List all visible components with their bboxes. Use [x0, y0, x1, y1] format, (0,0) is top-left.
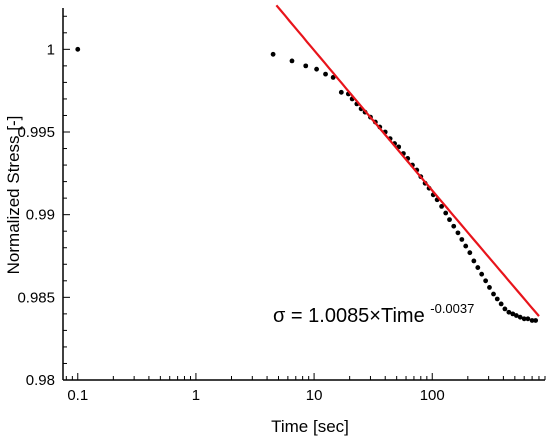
data-point [471, 258, 477, 264]
x-tick-label: 100 [420, 387, 445, 404]
data-point [498, 301, 504, 307]
fit-line [275, 4, 540, 317]
y-tick-label: 0.995 [17, 124, 55, 141]
data-point [529, 318, 535, 323]
y-tick-label: 0.99 [26, 207, 55, 224]
axes [62, 8, 545, 381]
data-point [521, 316, 527, 322]
x-ticks: 0.1 1 10 100 [65, 373, 546, 404]
data-point [533, 318, 539, 323]
data-point [270, 51, 276, 57]
data-point [510, 311, 516, 317]
data-point [447, 217, 452, 223]
data-point [463, 243, 469, 249]
data-point [303, 63, 309, 69]
x-tick-label: 0.1 [67, 387, 88, 404]
data-point [75, 46, 81, 52]
data-point [323, 71, 328, 77]
data-point [483, 278, 489, 284]
fit-equation-annotation: σ = 1.0085×Time -0.0037 [273, 301, 474, 327]
data-point [314, 66, 319, 72]
y-ticks: 0.98 0.985 0.99 0.995 1 [17, 15, 70, 389]
data-point [513, 313, 519, 318]
data-point [459, 237, 465, 242]
data-point [439, 204, 445, 209]
x-axis-title: Time [sec] [271, 417, 349, 436]
data-point [330, 75, 336, 80]
data-point [467, 250, 473, 256]
data-point [451, 223, 457, 229]
data-point [494, 296, 500, 302]
data-point [502, 306, 508, 312]
data-point [506, 309, 512, 315]
x-tick-label: 10 [306, 387, 323, 404]
x-tick-label: 1 [192, 387, 200, 404]
y-axis-title: Normalized Stress [-] [4, 116, 23, 275]
y-tick-label: 0.98 [26, 372, 55, 389]
fit-equation-exponent: -0.0037 [430, 301, 474, 316]
data-point [525, 316, 531, 322]
data-point [491, 291, 496, 297]
data-point [455, 230, 461, 236]
data-point [479, 271, 485, 277]
data-point [487, 285, 492, 290]
y-tick-label: 1 [47, 41, 55, 58]
data-points [75, 46, 539, 323]
data-point [475, 265, 481, 270]
fit-equation-base: σ = 1.0085×Time [273, 305, 425, 327]
y-tick-label: 0.985 [17, 289, 55, 306]
data-point [443, 210, 449, 216]
data-point [338, 89, 344, 95]
data-point [289, 58, 295, 64]
data-point [517, 314, 523, 320]
